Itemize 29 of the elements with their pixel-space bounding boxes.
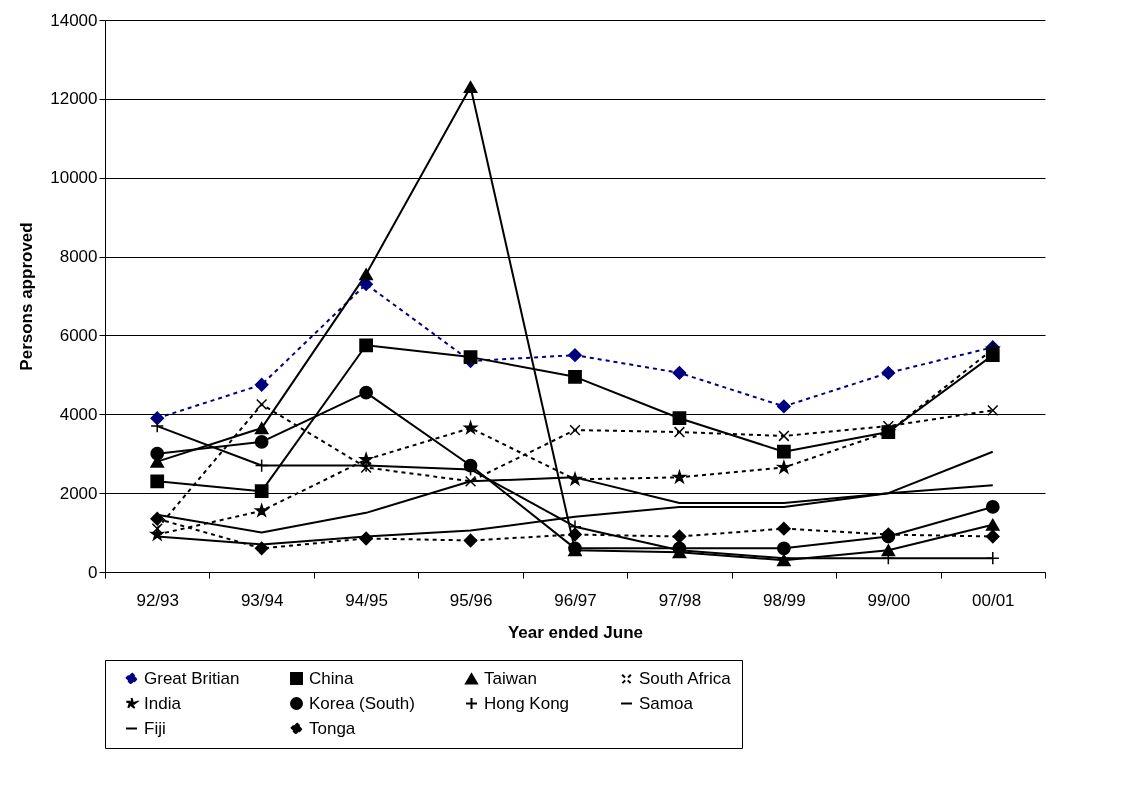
legend-label: Tonga <box>309 718 356 738</box>
y-tick-label: 12000 <box>50 89 98 109</box>
x-tick-label: 96/97 <box>554 590 597 610</box>
legend-label: Fiji <box>144 718 166 738</box>
legend-label: Taiwan <box>484 668 537 688</box>
x-tick-label: 93/94 <box>240 590 284 610</box>
legend-label: Korea (South) <box>309 693 415 713</box>
y-tick-label: 8000 <box>59 247 98 267</box>
legend-label: India <box>144 693 182 713</box>
x-tick-label: 95/96 <box>449 590 493 610</box>
x-tick-label: 97/98 <box>658 590 702 610</box>
legend-label: China <box>309 668 354 688</box>
x-tick-label: 94/95 <box>345 590 388 610</box>
y-tick-label: 14000 <box>50 10 98 30</box>
legend-label: Samoa <box>639 693 694 713</box>
x-axis-title: Year ended June <box>507 622 644 642</box>
x-tick-label: 00/01 <box>972 590 1015 610</box>
x-tick-label: 92/93 <box>136 590 179 610</box>
y-tick-label: 10000 <box>50 168 98 188</box>
legend-label: Great Britian <box>144 668 240 688</box>
legend-label: South Africa <box>639 669 732 689</box>
x-tick-label: 99/00 <box>867 590 911 610</box>
y-tick-label: 2000 <box>59 483 98 503</box>
legend-label: Hong Kong <box>484 693 570 713</box>
y-tick-label: 4000 <box>59 404 98 424</box>
y-tick-label: 6000 <box>59 325 98 345</box>
y-axis-title: Persons approved <box>17 222 37 371</box>
x-tick-label: 98/99 <box>763 590 806 610</box>
y-tick-label: 0 <box>88 562 98 582</box>
